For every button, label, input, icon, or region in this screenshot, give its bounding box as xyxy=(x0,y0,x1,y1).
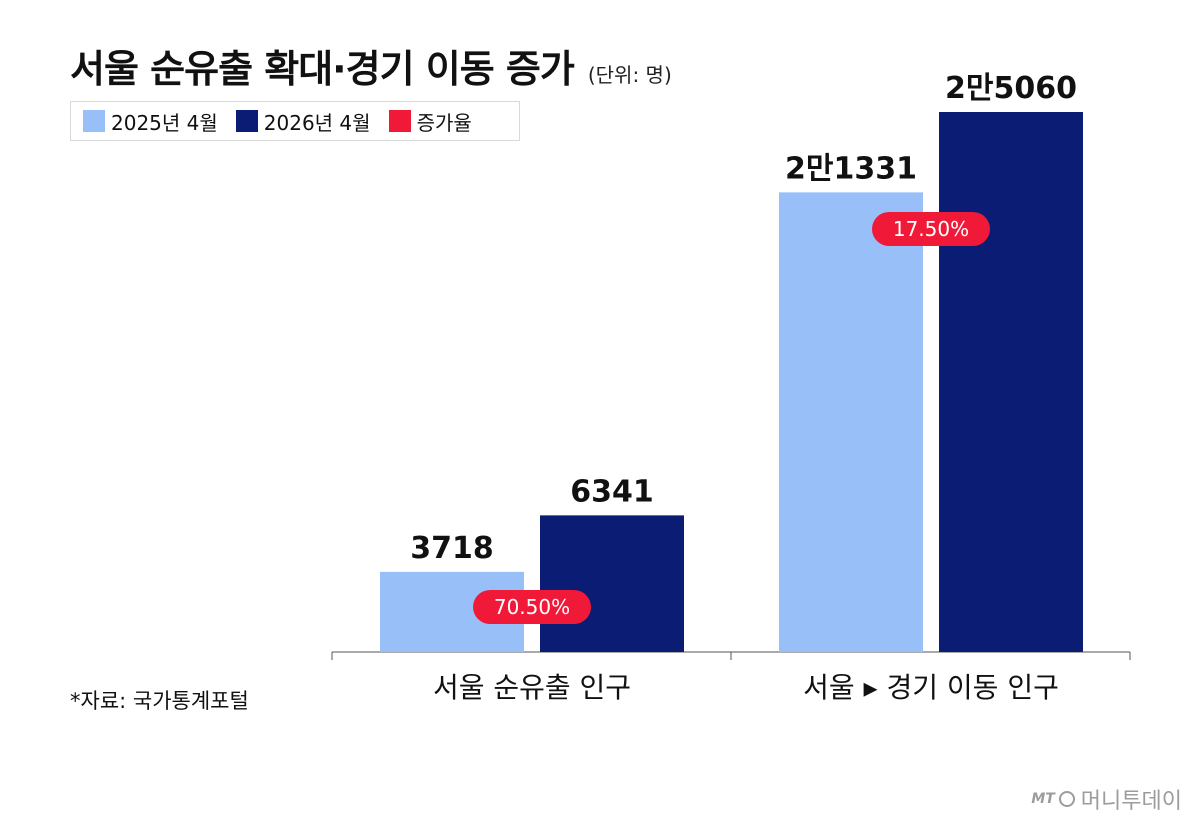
category-label-0: 서울 순유출 인구 xyxy=(433,671,631,704)
legend-swatch-2026 xyxy=(235,110,258,132)
brand-name: 머니투데이 xyxy=(1080,789,1182,814)
growth-label-1: 17.50% xyxy=(893,217,969,241)
brand-mark: MT xyxy=(1031,791,1055,807)
title-row: 서울 순유출 확대·경기 이동 증가 (단위: 명) xyxy=(70,38,672,93)
unit-label: (단위: 명) xyxy=(587,63,672,87)
legend-item-growth: 증가율 xyxy=(388,107,472,136)
legend-label-2025: 2025년 4월 xyxy=(111,110,218,135)
data-label-2026-1: 2만5060 xyxy=(945,71,1077,106)
legend-label-2026: 2026년 4월 xyxy=(263,110,371,135)
brand-watermark: MT 머니투데이 xyxy=(1031,783,1182,815)
legend-item-2025: 2025년 4월 xyxy=(83,107,218,136)
source-note: *자료: 국가통계포털 xyxy=(70,689,249,713)
data-label-2025-1: 2만1331 xyxy=(785,151,917,186)
bar-2025-1 xyxy=(779,192,923,652)
growth-label-0: 70.50% xyxy=(494,595,570,619)
growth-pill-1 xyxy=(872,212,990,246)
data-label-2025-0: 3718 xyxy=(410,531,494,566)
legend-label-growth: 증가율 xyxy=(416,110,472,135)
bar-2026-1 xyxy=(939,112,1083,652)
brand-logo-icon xyxy=(1058,791,1075,807)
data-label-2026-0: 6341 xyxy=(570,474,654,509)
bar-2026-0 xyxy=(540,515,684,652)
legend-swatch-growth xyxy=(388,110,411,132)
legend-swatch-2025 xyxy=(83,110,105,132)
legend: 2025년 4월 2026년 4월 증가율 xyxy=(70,101,520,141)
growth-pill-0 xyxy=(473,590,591,624)
legend-item-2026: 2026년 4월 xyxy=(235,107,371,136)
category-label-1: 서울 ▸ 경기 이동 인구 xyxy=(803,671,1059,704)
chart-title: 서울 순유출 확대·경기 이동 증가 xyxy=(70,47,575,91)
